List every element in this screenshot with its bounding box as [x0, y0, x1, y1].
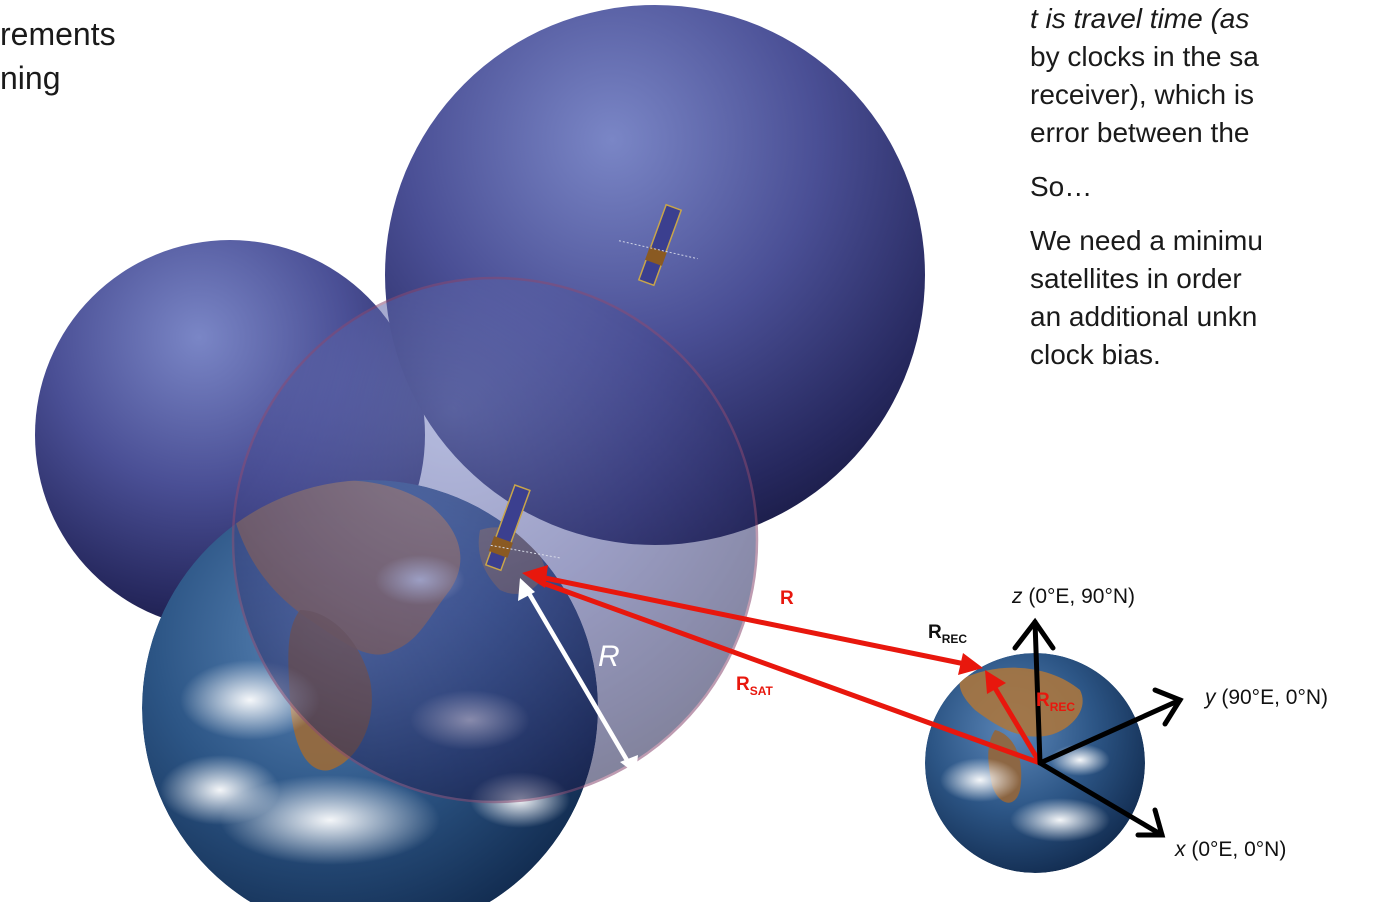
axis-z — [1012, 617, 1056, 766]
axis-x — [1037, 760, 1166, 838]
right-p1-line-1: t is travel time (as — [1030, 3, 1250, 34]
label-R-sat: RSAT — [736, 674, 773, 698]
radius-arrow — [518, 578, 638, 774]
right-p3-line-2: satellites in order — [1030, 263, 1242, 294]
satellite-icon-main — [484, 484, 561, 572]
satellite-icon-top — [618, 203, 698, 287]
left-text-block: rements ning — [0, 12, 116, 100]
label-R: R — [780, 588, 794, 609]
axis-label-z: z (0°E, 90°N) — [1012, 585, 1135, 608]
label-R-rec-red: RREC — [1036, 690, 1076, 714]
right-p3-line-1: We need a minimu — [1030, 225, 1263, 256]
label-R-rec: RREC — [928, 622, 968, 646]
vector-R-sat — [539, 579, 1041, 766]
axis-label-x: x (0°E, 0°N) — [1175, 838, 1287, 861]
right-p1-line-4: error between the — [1030, 117, 1250, 148]
right-paragraph-2: So… — [1030, 171, 1093, 202]
right-paragraph-1: t is travel time (as by clocks in the sa… — [1030, 0, 1373, 152]
axis-label-y: y (90°E, 0°N) — [1205, 686, 1328, 709]
left-text-line-1: rements — [0, 16, 116, 52]
label-radius-R: R — [598, 640, 620, 673]
right-p1-line-3: receiver), which is — [1030, 79, 1255, 110]
left-text-line-2: ning — [0, 60, 61, 96]
right-text-block: t is travel time (as by clocks in the sa… — [1030, 0, 1373, 390]
right-p3-line-3: an additional unkn — [1030, 301, 1258, 332]
vector-R-rec — [985, 670, 1043, 765]
axis-y — [1037, 687, 1184, 766]
right-p3-line-4: clock bias. — [1030, 339, 1161, 370]
right-p1-line-2: by clocks in the sa — [1030, 41, 1259, 72]
right-paragraph-3: We need a minimu satellites in order an … — [1030, 222, 1373, 374]
